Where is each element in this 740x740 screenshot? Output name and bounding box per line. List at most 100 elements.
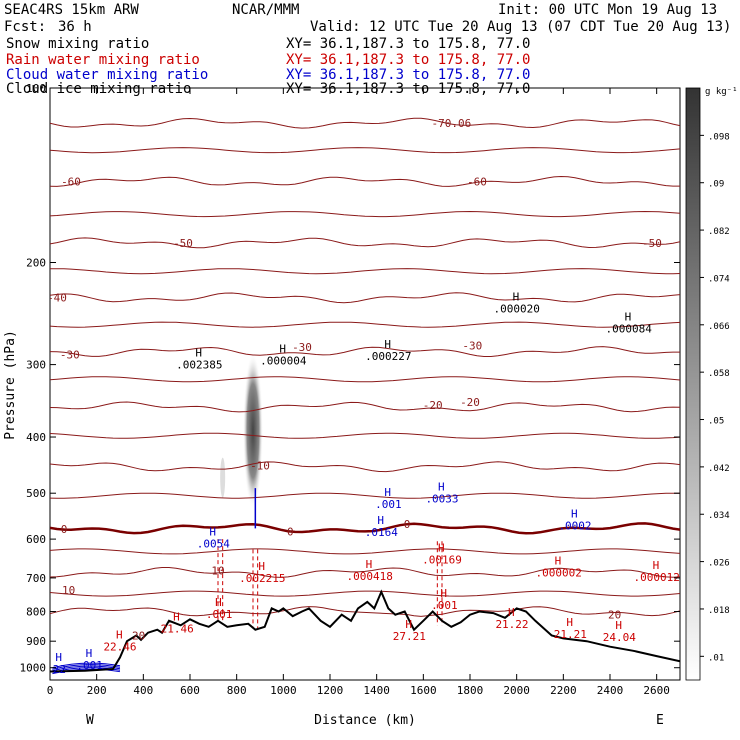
contour-label: -40 [47,292,67,305]
temperature-contour--40 [50,292,680,304]
extremum-value: .002215 [239,572,285,585]
contour-label: -30 [60,348,80,361]
snow-plume-secondary [220,457,226,498]
x-end-right: E [656,713,664,728]
extremum-marker: H [258,560,265,573]
extremum-marker: H [513,290,520,303]
x-tick-label: 0 [47,684,54,697]
temperature-contour-minor [50,147,680,154]
contour-label: 0 [287,525,294,538]
extremum-marker: H [625,311,632,324]
y-tick-label: 500 [26,487,46,500]
x-tick-label: 400 [133,684,153,697]
temperature-contour-0 [50,522,680,535]
header-model: SEAC4RS 15km ARW [4,2,139,18]
y-tick-label: 1000 [20,662,47,675]
extremum-marker: H [405,618,412,631]
field-cloudwater-label: Cloud water mixing ratio [6,67,208,83]
field-snow-xy: XY= 36.1,187.3 to 175.8, 77.0 [286,36,530,52]
temperature-contour-10 [50,567,680,578]
y-tick-label: 800 [26,606,46,619]
extremum-marker: H [555,554,562,567]
field-snow-label: Snow mixing ratio [6,36,149,52]
extremum-marker: H [377,514,384,527]
extremum-value: .001 [431,599,458,612]
x-tick-label: 1600 [410,684,437,697]
extremum-value: .000227 [365,350,411,363]
snow-plume [243,352,263,509]
header-fcst-value: 36 h [58,19,92,35]
extremum-marker: H [215,596,222,609]
temperature-contour-minor [50,590,680,597]
contour-label: -50 [642,237,662,250]
contour-label: 20 [132,630,145,643]
field-rain-label: Rain water mixing ratio [6,52,200,68]
temperature-contour-20 [50,606,680,617]
temperature-contour--10 [50,461,680,473]
y-axis-title: Pressure (hPa) [3,330,18,440]
extremum-marker: H [438,481,445,494]
extremum-value: .000020 [493,302,539,315]
plot-frame [49,87,681,681]
extremum-value: 21.21 [554,628,587,641]
extremum-value: .00169 [422,553,462,566]
header-center: NCAR/MMM [232,2,299,18]
header-valid: Valid: 12 UTC Tue 20 Aug 13 (07 CDT Tue … [310,19,731,35]
field-cloudice-label: Cloud ice mixing ratio [6,81,191,97]
y-tick-label: 100 [26,82,46,95]
colorbar-tick-label: .018 [708,606,730,616]
y-tick-label: 400 [26,431,46,444]
temperature-contour--20 [50,401,680,413]
x-axis-title: Distance (km) [314,713,416,728]
extremum-marker: H [653,559,660,572]
extremum-marker: H [366,558,373,571]
colorbar-tick-label: .05 [708,417,724,427]
contour-label: -30 [292,341,312,354]
x-tick-label: 1800 [457,684,484,697]
extremum-value: .001 [375,498,402,511]
temperature-contour--50 [50,237,680,249]
x-tick-label: 2600 [643,684,670,697]
colorbar-tick-label: .042 [708,464,730,474]
colorbar-tick-label: .01 [708,653,724,663]
extremum-marker: H [86,647,93,660]
temperature-contour-minor [50,376,680,383]
field-cloudice-xy: XY= 36.1,187.3 to 175.8, 77.0 [286,81,530,97]
extremum-marker: H [195,347,202,360]
contour-label: 10 [62,584,75,597]
contour-label: -20 [423,399,443,412]
contour-label: 0 [61,523,68,536]
contour-label: 20 [608,609,621,622]
colorbar-unit: g kg⁻¹ [705,87,738,97]
y-tick-label: 300 [26,359,46,372]
extremum-marker: H [55,651,62,664]
extremum-marker: H [384,338,391,351]
extremum-marker: H [173,610,180,623]
contour-label: -50 [173,237,193,250]
header-fcst-label: Fcst: [4,19,46,35]
extremum-value: .001 [76,659,103,672]
extremum-value: .002385 [176,359,222,372]
extremum-marker: H [615,619,622,632]
x-end-left: W [86,713,94,728]
temperature-contour--60 [50,175,680,187]
contour-label: -60 [467,176,487,189]
extremum-marker: H [566,616,573,629]
extremum-value: .0002 [558,519,591,532]
colorbar-tick-label: .082 [708,227,730,237]
colorbar-tick-label: .098 [708,132,730,142]
colorbar-tick-label: .058 [708,369,730,379]
colorbar: g kg⁻¹ .01 .018 .026 .034 .042 .05 .058 .066 .07… [685,87,738,681]
contour-label: 0 [404,518,411,531]
x-tick-label: 600 [180,684,200,697]
contour-label: -60 [61,176,81,189]
x-tick-label: 2000 [503,684,530,697]
extremum-value: .000004 [260,354,307,367]
extremum-marker: H [116,629,123,642]
field-rain-xy: XY= 36.1,187.3 to 175.8, 77.0 [286,52,530,68]
temperature-contour-minor [50,432,680,439]
extremum-value: .000418 [346,570,392,583]
extremum-value: 21.22 [495,618,528,631]
colorbar-tick-label: .074 [708,274,730,284]
